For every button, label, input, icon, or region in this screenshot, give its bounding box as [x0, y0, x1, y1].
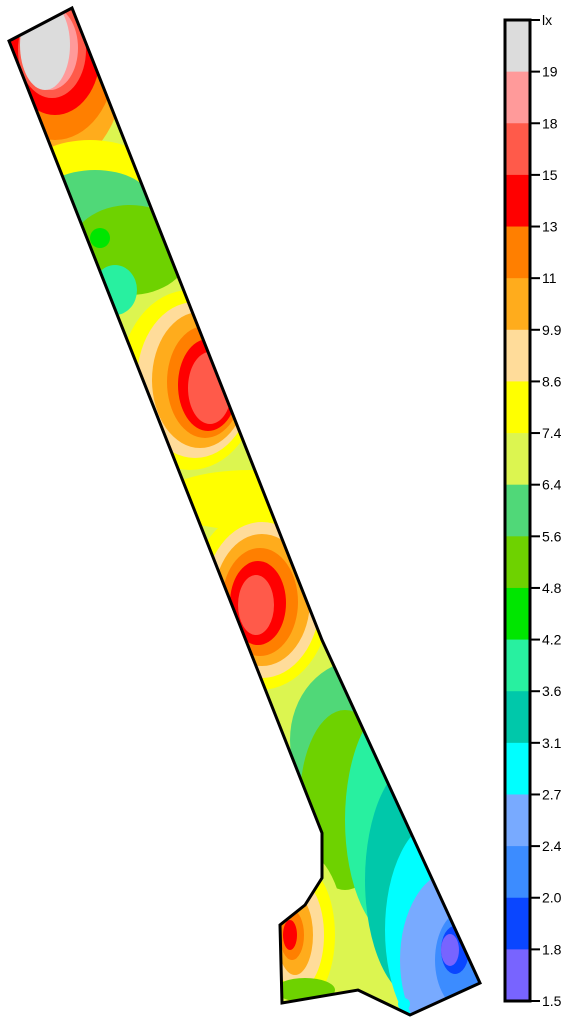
- colorbar-band: [505, 484, 530, 537]
- colorbar-tick-label: 2.0: [542, 890, 562, 906]
- colorbar-band: [505, 433, 530, 486]
- colorbar-band: [505, 949, 530, 1002]
- colorbar-band: [505, 20, 530, 73]
- colorbar-band: [505, 71, 530, 124]
- colorbar-band: [505, 587, 530, 641]
- colorbar-band: [505, 329, 530, 383]
- colorbar-band: [505, 846, 530, 899]
- colorbar-tick-label: 18: [542, 115, 558, 131]
- colorbar-tick-label: 2.7: [542, 786, 562, 802]
- colorbar-tick-label: 8.6: [542, 373, 562, 389]
- colorbar-tick-label: 1.8: [542, 941, 562, 957]
- colorbar-band: [505, 639, 530, 692]
- colorbar-tick-label: 5.6: [542, 528, 562, 544]
- colorbar-band: [505, 174, 530, 228]
- colorbar-tick-label: 1.5: [542, 993, 562, 1009]
- colorbar-tick-label: 19: [542, 64, 558, 80]
- colorbar-band: [505, 897, 530, 950]
- colorbar-band: [505, 278, 530, 331]
- colorbar-tick-label: 4.2: [542, 632, 562, 648]
- colorbar: lx 19 18 15 13 11 9.9 8.6 7.4 6.4 5.6 4.8 4.2 3.6 3.1 2…: [503, 12, 562, 1009]
- colorbar-band: [505, 123, 530, 176]
- colorbar-tick-label: 2.4: [542, 838, 562, 854]
- colorbar-tick-label: 13: [542, 219, 558, 235]
- colorbar-tick-label: 9.9: [542, 322, 562, 338]
- colorbar-band: [505, 794, 530, 847]
- floor-outline: [7, 5, 482, 1017]
- colorbar-band: [505, 742, 530, 796]
- colorbar-tick-label: 3.6: [542, 683, 562, 699]
- colorbar-tick-label: 4.8: [542, 580, 562, 596]
- colorbar-band: [505, 691, 530, 744]
- colorbar-frame: [503, 18, 532, 1003]
- colorbar-tick-label: 6.4: [542, 477, 562, 493]
- colorbar-band: [505, 381, 530, 434]
- colorbar-band: [505, 536, 530, 589]
- colorbar-band: [505, 226, 530, 279]
- colorbar-tick-label: 15: [542, 167, 558, 183]
- colorbar-tick-label: 11: [542, 270, 557, 286]
- colorbar-unit-label: lx: [542, 12, 552, 28]
- colorbar-tick-label: 7.4: [542, 425, 562, 441]
- colorbar-tick-label: 3.1: [542, 735, 562, 751]
